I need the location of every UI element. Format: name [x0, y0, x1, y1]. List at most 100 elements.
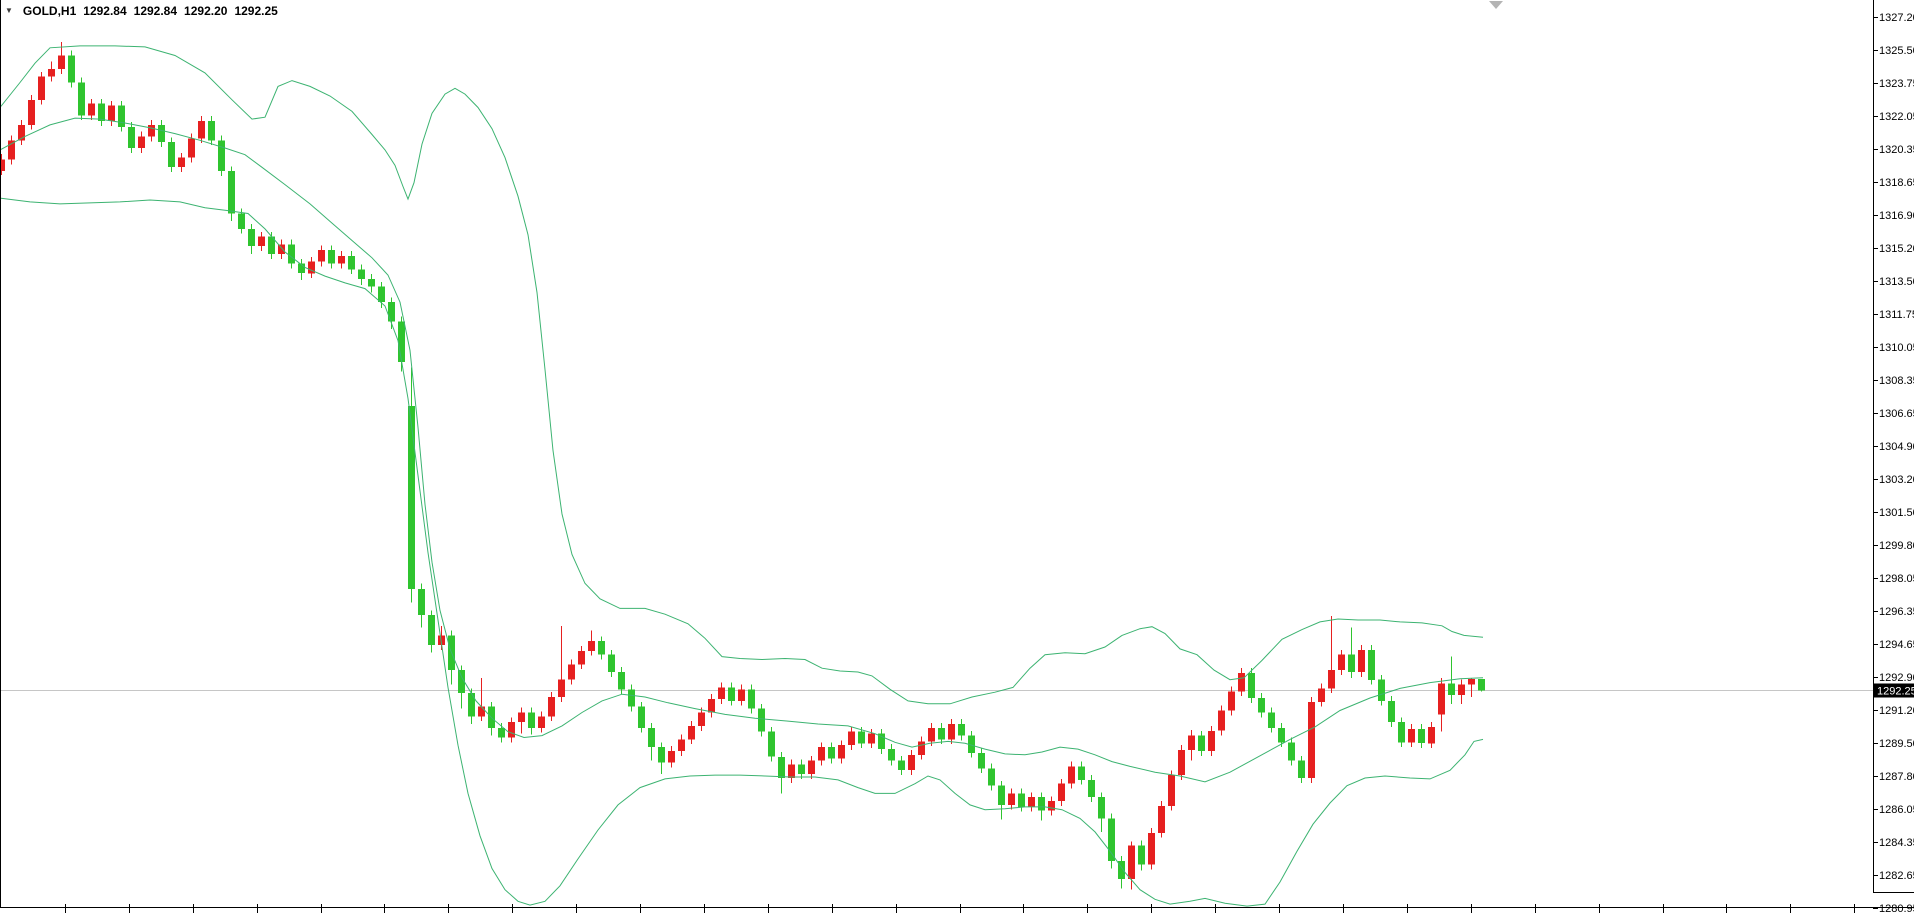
candle-body — [228, 171, 235, 214]
candle-body — [458, 670, 465, 694]
candle-body — [198, 121, 205, 139]
candle-body — [348, 255, 355, 270]
candle-body — [478, 706, 485, 717]
candle-body — [418, 589, 425, 616]
candle-body — [8, 140, 15, 160]
candle-body — [1348, 654, 1355, 672]
candle-body — [748, 689, 755, 709]
candle-body — [1328, 670, 1335, 689]
symbol-dropdown-icon[interactable]: ▼ — [5, 6, 13, 15]
candle-body — [238, 213, 245, 229]
candle-body — [388, 302, 395, 322]
price-tick-label: 1323.75 — [1879, 78, 1914, 90]
candle-body — [568, 664, 575, 680]
candle-body — [1068, 766, 1075, 784]
candle-body — [118, 105, 125, 127]
candles-layer — [0, 42, 1485, 890]
candle-body — [998, 785, 1005, 805]
candle-body — [1048, 801, 1055, 811]
candle-body — [98, 103, 105, 121]
candle-body — [1358, 649, 1365, 673]
candle-body — [828, 747, 835, 759]
candle-body — [858, 731, 865, 744]
candle-body — [588, 641, 595, 651]
candle-body — [158, 124, 165, 143]
candle-body — [1408, 728, 1415, 743]
candle-body — [788, 764, 795, 778]
candle-body — [258, 236, 265, 247]
candle-body — [528, 712, 535, 728]
candle-body — [1468, 678, 1475, 685]
candle-body — [1228, 691, 1235, 711]
price-tick-label: 1303.20 — [1879, 474, 1914, 486]
candle-body — [428, 615, 435, 646]
candle-body — [178, 157, 185, 168]
candle-body — [508, 722, 515, 738]
candle-body — [268, 236, 275, 254]
candle-body — [1028, 797, 1035, 807]
candle-body — [298, 263, 305, 274]
bollinger-lower-band — [0, 197, 1484, 907]
candle-body — [808, 760, 815, 775]
candle-body — [718, 687, 725, 699]
price-tick-label: 1322.05 — [1879, 111, 1914, 123]
candle-body — [108, 105, 115, 121]
candle-body — [728, 687, 735, 701]
candle-body — [188, 138, 195, 158]
candle-body — [498, 727, 505, 738]
candle-body — [1018, 793, 1025, 807]
candle-body — [1318, 688, 1325, 702]
price-tick-label: 1299.80 — [1879, 540, 1914, 552]
candle-body — [208, 121, 215, 141]
quote-low: 1292.20 — [184, 4, 228, 18]
time-axis[interactable] — [0, 904, 1914, 913]
price-tick-label: 1298.05 — [1879, 573, 1914, 585]
candle-body — [1448, 683, 1455, 696]
price-tick-label: 1306.65 — [1879, 408, 1914, 420]
candle-body — [78, 82, 85, 116]
candle-body — [1418, 728, 1425, 744]
candle-body — [248, 228, 255, 247]
candle-body — [1138, 845, 1145, 865]
candle-body — [878, 733, 885, 750]
price-tick-label: 1318.65 — [1879, 177, 1914, 189]
candle-body — [538, 716, 545, 728]
candle-body — [358, 269, 365, 279]
candle-body — [598, 641, 605, 655]
candle-body — [618, 672, 625, 690]
candle-body — [0, 159, 5, 172]
price-tick-label: 1292.90 — [1879, 672, 1914, 684]
price-tick-label: 1304.90 — [1879, 441, 1914, 453]
price-axis[interactable]: 1327.20 1325.50 1323.75 1322.05 1320.35 1318.… — [1873, 0, 1914, 913]
candle-body — [1258, 698, 1265, 713]
candle-body — [1148, 832, 1155, 865]
candle-body — [608, 654, 615, 672]
candle-body — [328, 250, 335, 264]
candle-body — [398, 321, 405, 362]
candle-body — [868, 733, 875, 744]
price-tick-label: 1291.20 — [1879, 705, 1914, 717]
candle-body — [368, 279, 375, 287]
price-tick-label: 1301.50 — [1879, 507, 1914, 519]
candle-body — [848, 731, 855, 746]
candle-body — [898, 760, 905, 771]
candle-body — [1118, 860, 1125, 880]
quote-open: 1292.84 — [83, 4, 127, 18]
price-tick-label: 1296.35 — [1879, 606, 1914, 618]
candle-body — [638, 706, 645, 728]
bollinger-upper-band — [0, 45, 1484, 705]
candle-body — [938, 727, 945, 740]
candle-body — [1388, 700, 1395, 723]
chart-shift-marker[interactable] — [1489, 1, 1503, 9]
quote-high: 1292.84 — [133, 4, 178, 18]
current-price-badge — [1874, 683, 1914, 698]
candle-body — [818, 747, 825, 761]
candle-body — [1168, 775, 1175, 806]
candle-body — [278, 244, 285, 254]
candle-body — [678, 739, 685, 751]
candle-body — [658, 747, 665, 763]
candle-body — [558, 679, 565, 697]
candle-body — [698, 712, 705, 726]
candle-body — [578, 650, 585, 665]
